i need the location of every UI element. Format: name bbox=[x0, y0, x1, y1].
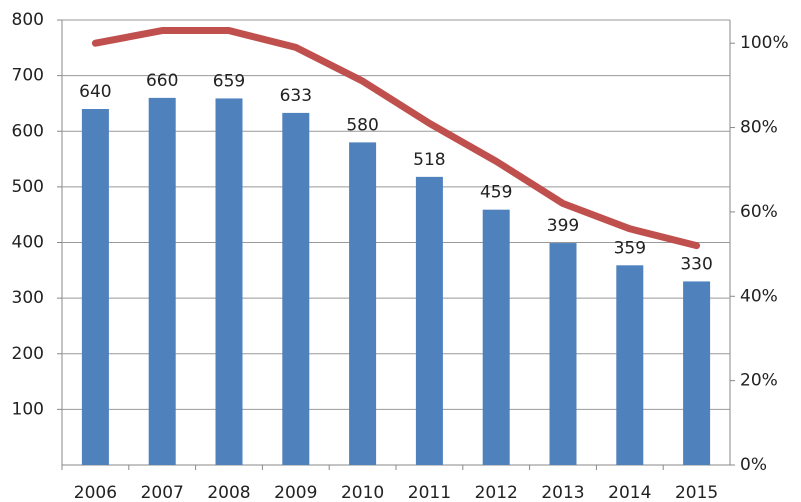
bar bbox=[549, 243, 577, 465]
y2-tick-label: 80% bbox=[740, 118, 778, 138]
bar bbox=[215, 98, 243, 466]
data-label: 359 bbox=[614, 238, 646, 258]
data-label: 518 bbox=[413, 150, 445, 170]
x-tick-label: 2009 bbox=[274, 483, 317, 502]
data-label: 659 bbox=[213, 71, 245, 91]
y2-tick-label: 40% bbox=[740, 286, 778, 306]
bar bbox=[282, 112, 310, 466]
y-tick-label: 300 bbox=[12, 288, 44, 308]
y2-tick-label: 60% bbox=[740, 202, 778, 222]
data-label: 330 bbox=[680, 254, 712, 274]
x-tick-label: 2012 bbox=[475, 483, 518, 502]
data-label: 459 bbox=[480, 183, 512, 203]
y-tick-label: 600 bbox=[12, 121, 44, 141]
y-tick-label: 400 bbox=[12, 233, 44, 253]
bar bbox=[415, 176, 443, 466]
y2-tick-label: 20% bbox=[740, 371, 778, 391]
bar bbox=[148, 97, 176, 465]
bar bbox=[616, 265, 644, 465]
x-tick-label: 2007 bbox=[141, 483, 184, 502]
x-tick-label: 2010 bbox=[341, 483, 384, 502]
y-tick-label: 200 bbox=[12, 344, 44, 364]
data-label: 580 bbox=[346, 115, 378, 135]
bar bbox=[349, 142, 377, 465]
x-tick-label: 2011 bbox=[408, 483, 451, 502]
x-tick-label: 2008 bbox=[207, 483, 250, 502]
x-tick-label: 2015 bbox=[675, 483, 718, 502]
x-tick-label: 2014 bbox=[608, 483, 651, 502]
data-label: 660 bbox=[146, 71, 178, 91]
y-tick-label: 500 bbox=[12, 177, 44, 197]
y-tick-label: 800 bbox=[12, 10, 44, 30]
bar bbox=[81, 109, 109, 465]
data-label: 399 bbox=[547, 216, 579, 236]
y2-tick-label: 100% bbox=[740, 33, 789, 53]
y2-tick-label: 0% bbox=[740, 455, 767, 475]
x-tick-label: 2006 bbox=[74, 483, 117, 502]
y-tick-label: 700 bbox=[12, 66, 44, 86]
data-label: 633 bbox=[280, 86, 312, 106]
y-tick-label: 100 bbox=[12, 399, 44, 419]
bar bbox=[683, 281, 711, 465]
line bbox=[91, 27, 701, 250]
x-tick-label: 2013 bbox=[541, 483, 584, 502]
bar bbox=[482, 209, 510, 465]
data-label: 640 bbox=[79, 82, 111, 102]
